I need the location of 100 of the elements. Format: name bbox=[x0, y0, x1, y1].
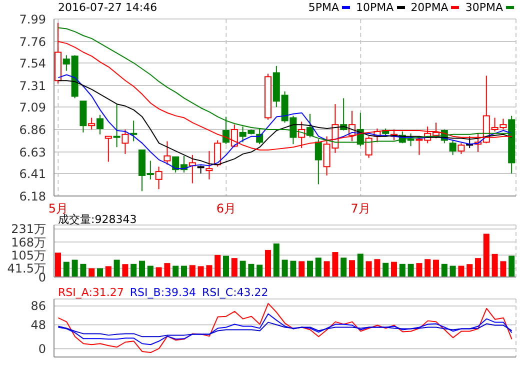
y-tick-label: 7.54 bbox=[19, 56, 46, 70]
candlestick bbox=[155, 166, 162, 190]
candlestick bbox=[458, 142, 465, 154]
bar bbox=[55, 252, 61, 277]
bar bbox=[139, 260, 145, 277]
bar bbox=[324, 261, 330, 277]
bar bbox=[500, 261, 506, 277]
chart-title: 2016-07-27 14:46 bbox=[58, 1, 158, 14]
bar bbox=[290, 260, 296, 277]
bar bbox=[382, 262, 389, 277]
candlestick bbox=[230, 124, 238, 148]
bar bbox=[147, 266, 154, 277]
x-tick-label: 6月 bbox=[216, 202, 236, 216]
bar bbox=[240, 260, 246, 277]
candlestick bbox=[306, 113, 314, 138]
candlestick bbox=[104, 136, 112, 162]
bar bbox=[172, 266, 179, 277]
y-tick-label: 105万 bbox=[11, 248, 46, 262]
candlestick bbox=[122, 129, 129, 154]
bar bbox=[492, 254, 498, 277]
bar bbox=[450, 266, 456, 277]
x-tick-label: 7月 bbox=[350, 202, 370, 216]
bar bbox=[424, 259, 431, 277]
bar bbox=[189, 265, 196, 277]
y-tick-label: 6.63 bbox=[19, 145, 46, 160]
y-tick-label: 7.09 bbox=[19, 100, 46, 114]
bar bbox=[223, 256, 229, 277]
candlestick bbox=[164, 140, 171, 166]
bar bbox=[298, 261, 305, 277]
bar bbox=[332, 252, 338, 277]
bar bbox=[256, 264, 263, 277]
text: RSI_C:43.22 bbox=[202, 286, 268, 299]
candlestick bbox=[206, 150, 213, 180]
bar bbox=[349, 260, 355, 277]
y-tick-label: 41.5万 bbox=[7, 262, 46, 276]
bar bbox=[282, 260, 288, 277]
bar bbox=[214, 254, 221, 277]
bar bbox=[433, 260, 439, 277]
y-tick-label: 168万 bbox=[11, 235, 46, 250]
y-tick-label: 48 bbox=[30, 318, 46, 332]
legend-label: 30PMA bbox=[465, 1, 504, 14]
line-series bbox=[58, 313, 512, 346]
bar bbox=[483, 234, 490, 277]
bar bbox=[441, 264, 448, 277]
bar bbox=[265, 250, 271, 277]
bar bbox=[114, 260, 120, 277]
candlestick bbox=[214, 140, 222, 168]
bar bbox=[156, 267, 162, 277]
bar bbox=[130, 264, 137, 277]
y-tick-label: 6.41 bbox=[19, 166, 46, 181]
bar bbox=[416, 263, 422, 277]
y-tick-label: 7.99 bbox=[19, 12, 46, 26]
legend-label: 10PMA bbox=[356, 1, 395, 14]
bar bbox=[307, 260, 313, 277]
bar bbox=[122, 264, 128, 277]
bar bbox=[315, 258, 322, 277]
series-label: RSI_A:31.27 bbox=[58, 286, 124, 299]
candlestick bbox=[88, 117, 96, 130]
bar bbox=[466, 264, 473, 277]
bar bbox=[391, 262, 397, 277]
bar bbox=[399, 264, 406, 277]
bar bbox=[181, 266, 187, 277]
bar bbox=[88, 268, 95, 277]
bar bbox=[273, 244, 280, 277]
y-tick-label: 0 bbox=[38, 342, 46, 356]
candlestick bbox=[365, 136, 372, 158]
y-tick-label: 7.31 bbox=[19, 78, 46, 93]
candlestick bbox=[130, 120, 138, 142]
candlestick bbox=[449, 140, 456, 156]
bar bbox=[408, 264, 414, 277]
y-tick-label: 6.86 bbox=[19, 122, 46, 137]
bar bbox=[231, 258, 238, 277]
bar bbox=[105, 266, 112, 277]
bar bbox=[508, 256, 515, 277]
line-series bbox=[58, 302, 512, 354]
bar bbox=[97, 268, 103, 277]
y-tick-label: 6.18 bbox=[19, 189, 46, 204]
bar bbox=[374, 259, 380, 277]
y-tick-label: 231万 bbox=[11, 222, 46, 236]
legend-label: 5PMA bbox=[308, 1, 340, 14]
bar bbox=[340, 258, 347, 277]
chart-title: 成交量:928343 bbox=[58, 213, 137, 227]
y-tick-label: 86 bbox=[30, 299, 46, 314]
text: RSI_B:39.34 bbox=[130, 286, 196, 299]
candlestick bbox=[96, 114, 104, 135]
y-tick-label: 7.76 bbox=[19, 34, 46, 49]
candlestick bbox=[113, 104, 120, 148]
bar bbox=[475, 258, 481, 277]
bar bbox=[357, 254, 364, 277]
bar bbox=[366, 261, 372, 277]
bar bbox=[80, 264, 86, 277]
bar bbox=[72, 260, 78, 277]
bar bbox=[198, 266, 204, 277]
bar bbox=[63, 262, 70, 277]
bar bbox=[458, 266, 464, 277]
line-series bbox=[58, 322, 512, 338]
bar bbox=[164, 263, 170, 277]
bar bbox=[248, 264, 254, 277]
bar bbox=[206, 265, 212, 277]
legend-label: 20PMA bbox=[410, 1, 450, 14]
